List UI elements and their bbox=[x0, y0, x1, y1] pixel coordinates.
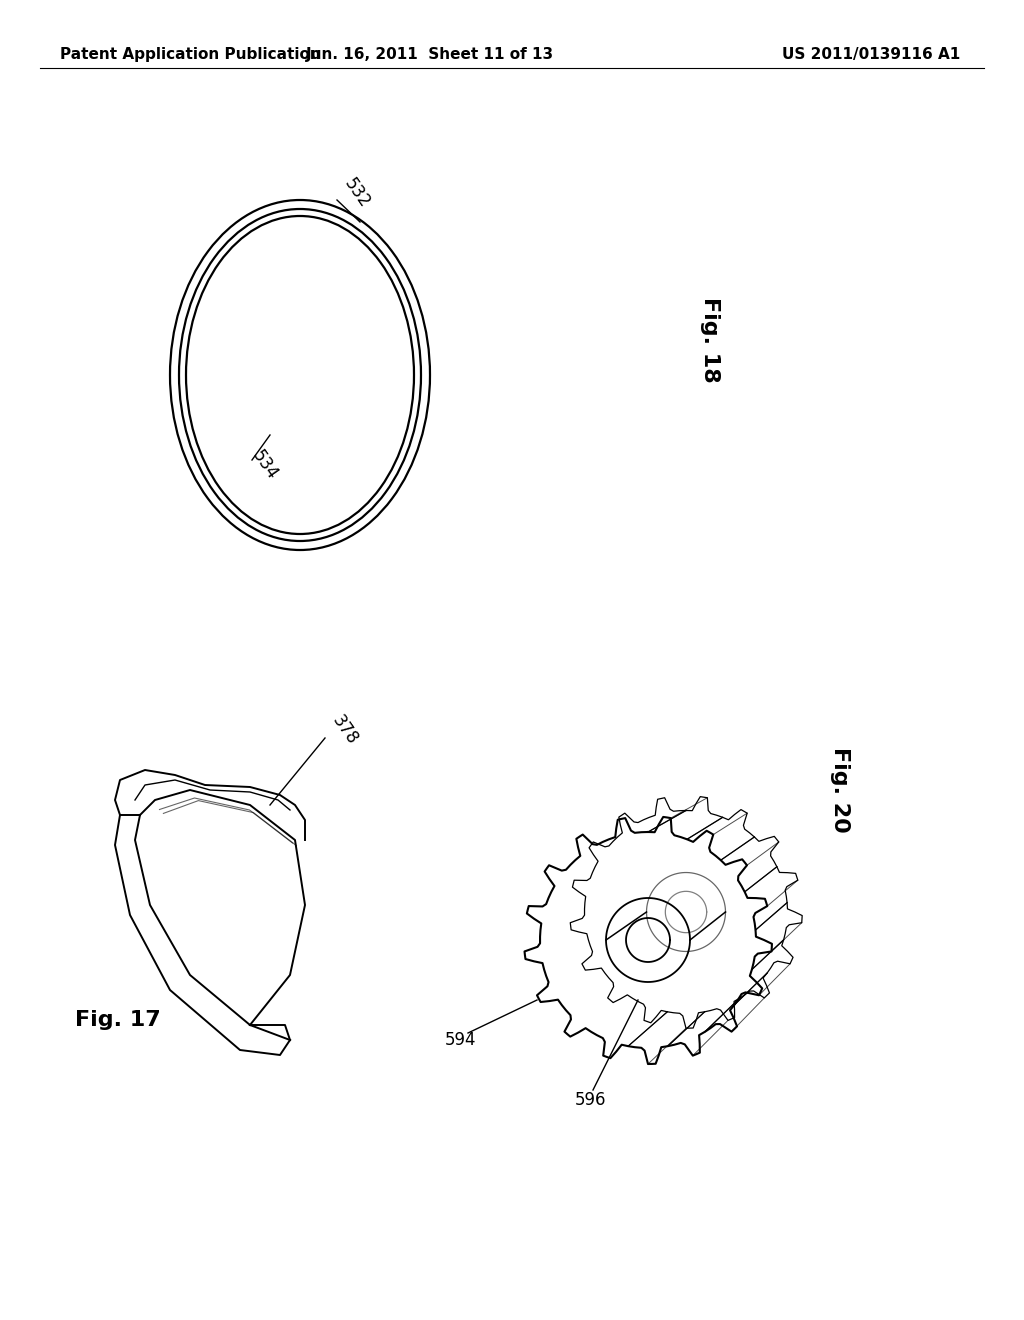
Text: 596: 596 bbox=[575, 1092, 606, 1109]
Text: Patent Application Publication: Patent Application Publication bbox=[60, 48, 321, 62]
Text: US 2011/0139116 A1: US 2011/0139116 A1 bbox=[781, 48, 961, 62]
Text: Fig. 17: Fig. 17 bbox=[75, 1010, 161, 1030]
Text: 534: 534 bbox=[248, 447, 281, 483]
Text: Jun. 16, 2011  Sheet 11 of 13: Jun. 16, 2011 Sheet 11 of 13 bbox=[306, 48, 554, 62]
Text: Fig. 20: Fig. 20 bbox=[830, 747, 850, 833]
Text: Fig. 18: Fig. 18 bbox=[700, 297, 720, 383]
Text: 532: 532 bbox=[340, 174, 373, 211]
Text: 594: 594 bbox=[445, 1031, 476, 1049]
Text: 378: 378 bbox=[328, 711, 360, 748]
